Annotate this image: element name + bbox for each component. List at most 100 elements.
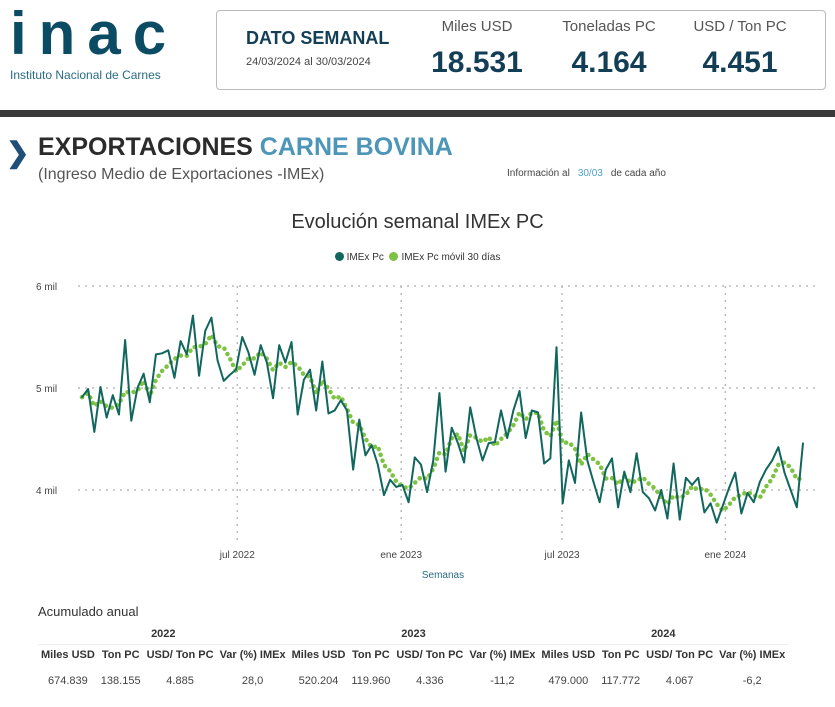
column-header: Ton PC bbox=[352, 649, 390, 661]
data-point bbox=[537, 411, 539, 414]
table-cell: 4.885 bbox=[166, 675, 194, 687]
legend-dot-icon bbox=[389, 252, 399, 261]
page-subtitle: (Ingreso Medio de Exportaciones -IMEx) bbox=[38, 166, 325, 183]
data-point bbox=[598, 501, 601, 504]
chevron-right-icon: ❯ bbox=[6, 137, 30, 168]
data-point bbox=[173, 377, 176, 379]
data-point bbox=[389, 479, 391, 481]
data-point bbox=[376, 463, 379, 466]
data-point bbox=[500, 409, 502, 412]
data-point bbox=[691, 484, 693, 486]
table-cell: 138.155 bbox=[100, 675, 141, 687]
data-point bbox=[426, 491, 428, 493]
info-suffix: de cada año bbox=[610, 168, 666, 179]
data-point bbox=[444, 470, 447, 473]
logo-subtitle: Instituto Nacional de Carnes bbox=[10, 68, 161, 82]
data-point bbox=[167, 349, 170, 352]
data-point bbox=[641, 491, 644, 493]
table-row: 674.839 138.155 4.885 28,0 520.204 119.960 4.3… bbox=[38, 665, 788, 697]
data-point bbox=[303, 379, 305, 381]
data-point bbox=[216, 359, 219, 362]
data-point bbox=[290, 341, 293, 343]
data-point bbox=[309, 368, 311, 371]
data-point bbox=[185, 353, 188, 356]
data-point bbox=[401, 484, 404, 486]
data-point bbox=[364, 454, 367, 457]
year-header: 2023 bbox=[288, 624, 539, 645]
column-header: Ton PC bbox=[101, 649, 140, 661]
data-point bbox=[512, 409, 515, 412]
data-point bbox=[438, 392, 441, 394]
data-point bbox=[284, 361, 287, 364]
data-point bbox=[728, 487, 730, 489]
data-point bbox=[272, 397, 274, 400]
info-note: Información al 30/03 de cada año bbox=[507, 168, 666, 179]
data-point bbox=[648, 497, 650, 499]
data-point bbox=[148, 401, 151, 404]
data-point bbox=[494, 441, 496, 443]
kpi-value-usd: 18.531 bbox=[431, 46, 523, 79]
data-point bbox=[420, 463, 422, 466]
x-tick-label: jul 2023 bbox=[544, 550, 580, 561]
column-header: Var (%) IMEx bbox=[469, 649, 536, 661]
data-point bbox=[611, 457, 613, 460]
data-point bbox=[229, 373, 231, 376]
data-point bbox=[531, 409, 533, 412]
data-point bbox=[635, 452, 638, 455]
data-point bbox=[561, 502, 564, 505]
data-point bbox=[247, 351, 250, 354]
data-point bbox=[765, 468, 767, 471]
legend-item-imex[interactable]: IMEx Pc bbox=[334, 252, 384, 263]
data-point bbox=[112, 394, 114, 396]
column-header: Miles USD bbox=[541, 649, 596, 661]
data-point bbox=[666, 517, 669, 520]
data-point bbox=[136, 387, 139, 389]
data-point bbox=[506, 437, 509, 439]
table-cell: 674.839 bbox=[48, 675, 88, 687]
legend-dot-icon bbox=[334, 252, 344, 261]
table-cell: 28,0 bbox=[241, 675, 264, 687]
data-point bbox=[407, 501, 410, 504]
year-header: 2024 bbox=[538, 624, 789, 645]
data-point bbox=[605, 468, 607, 471]
column-header: Var (%) IMEx bbox=[219, 649, 286, 661]
info-prefix: Información al bbox=[507, 168, 570, 179]
data-point bbox=[580, 411, 582, 414]
data-point bbox=[783, 471, 786, 474]
data-point bbox=[586, 459, 589, 462]
legend-label: IMEx Pc bbox=[346, 252, 384, 263]
data-point bbox=[346, 409, 348, 412]
data-point bbox=[524, 437, 527, 439]
data-point bbox=[746, 492, 749, 494]
legend-item-moving[interactable]: IMEx Pc móvil 30 días bbox=[389, 252, 500, 263]
data-point bbox=[734, 471, 737, 474]
data-point bbox=[469, 406, 472, 409]
data-point bbox=[672, 462, 675, 465]
data-point bbox=[179, 340, 182, 342]
chart-legend: IMEx Pc IMEx Pc móvil 30 días bbox=[0, 252, 835, 263]
data-point bbox=[333, 409, 336, 412]
x-tick-label: ene 2023 bbox=[380, 550, 422, 561]
data-point bbox=[413, 456, 416, 459]
table-cell: 4.067 bbox=[665, 675, 694, 687]
data-point bbox=[555, 346, 558, 349]
data-point bbox=[660, 489, 663, 491]
column-header: Miles USD bbox=[41, 649, 95, 661]
page-title: EXPORTACIONES CARNE BOVINA bbox=[38, 133, 453, 161]
data-point bbox=[118, 413, 120, 416]
imex-series-line bbox=[81, 314, 804, 524]
data-point bbox=[253, 373, 256, 376]
weekly-data-card bbox=[216, 10, 826, 90]
data-point bbox=[685, 476, 687, 479]
data-point bbox=[574, 482, 576, 484]
data-point bbox=[592, 481, 595, 483]
data-point bbox=[99, 386, 102, 388]
kpi-value-tons: 4.164 bbox=[571, 46, 647, 79]
data-point bbox=[802, 442, 804, 444]
data-point bbox=[87, 388, 89, 390]
inac-logo: inac bbox=[10, 2, 179, 66]
data-point bbox=[623, 470, 626, 473]
data-point bbox=[771, 459, 773, 462]
section-divider bbox=[0, 110, 835, 117]
data-point bbox=[518, 390, 521, 392]
